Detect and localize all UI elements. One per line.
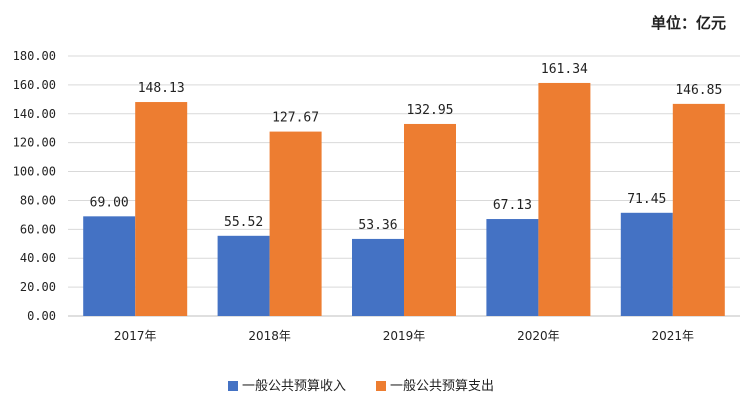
- y-tick-label: 0.00: [27, 309, 56, 323]
- unit-label: 单位：亿元: [650, 14, 726, 32]
- x-tick-label: 2020年: [517, 329, 560, 343]
- data-label-expenditure: 132.95: [407, 103, 454, 118]
- data-label-expenditure: 148.13: [138, 81, 185, 96]
- x-tick-label: 2018年: [248, 329, 291, 343]
- y-tick-label: 40.00: [20, 251, 56, 265]
- data-label-revenue: 69.00: [90, 195, 129, 210]
- bar-expenditure: [269, 131, 322, 316]
- bar-revenue: [217, 235, 270, 316]
- y-tick-label: 60.00: [20, 222, 56, 236]
- y-tick-label: 160.00: [13, 78, 56, 92]
- y-tick-label: 20.00: [20, 280, 56, 294]
- y-tick-label: 100.00: [13, 165, 56, 179]
- y-tick-label: 140.00: [13, 107, 56, 121]
- bar-revenue: [486, 219, 539, 316]
- bar-expenditure: [404, 123, 456, 316]
- bars: [83, 82, 725, 316]
- data-label-revenue: 71.45: [627, 192, 666, 207]
- legend-label: 一般公共预算收入: [242, 378, 346, 394]
- x-axis-ticks: 2017年 2018年 2019年 2020年 2021年: [114, 329, 694, 343]
- bar-expenditure: [538, 82, 591, 316]
- data-label-expenditure: 161.34: [541, 62, 588, 77]
- legend: 一般公共预算收入 一般公共预算支出: [228, 378, 494, 394]
- legend-label: 一般公共预算支出: [390, 378, 494, 394]
- y-tick-label: 120.00: [13, 136, 56, 150]
- data-label-expenditure: 146.85: [675, 83, 722, 98]
- data-label-revenue: 55.52: [224, 215, 263, 230]
- data-label-expenditure: 127.67: [272, 111, 319, 126]
- bar-revenue: [352, 238, 404, 316]
- legend-swatch: [376, 381, 386, 391]
- bar-revenue: [83, 216, 136, 316]
- legend-swatch: [228, 381, 238, 391]
- y-tick-label: 80.00: [20, 193, 56, 207]
- y-axis-ticks: 0.00 20.00 40.00 60.00 80.00 100.00 120.00 140.…: [13, 49, 56, 323]
- x-tick-label: 2021年: [652, 329, 695, 343]
- data-labels: 69.00 148.13 55.52 127.67 53.36 132.95 67.13 16…: [90, 62, 723, 233]
- x-tick-label: 2017年: [114, 329, 157, 343]
- data-label-revenue: 53.36: [358, 218, 397, 233]
- data-label-revenue: 67.13: [493, 198, 532, 213]
- y-tick-label: 180.00: [13, 49, 56, 63]
- bar-revenue: [620, 212, 673, 316]
- bar-expenditure: [135, 102, 188, 316]
- x-tick-label: 2019年: [383, 329, 426, 343]
- bar-expenditure: [672, 103, 725, 316]
